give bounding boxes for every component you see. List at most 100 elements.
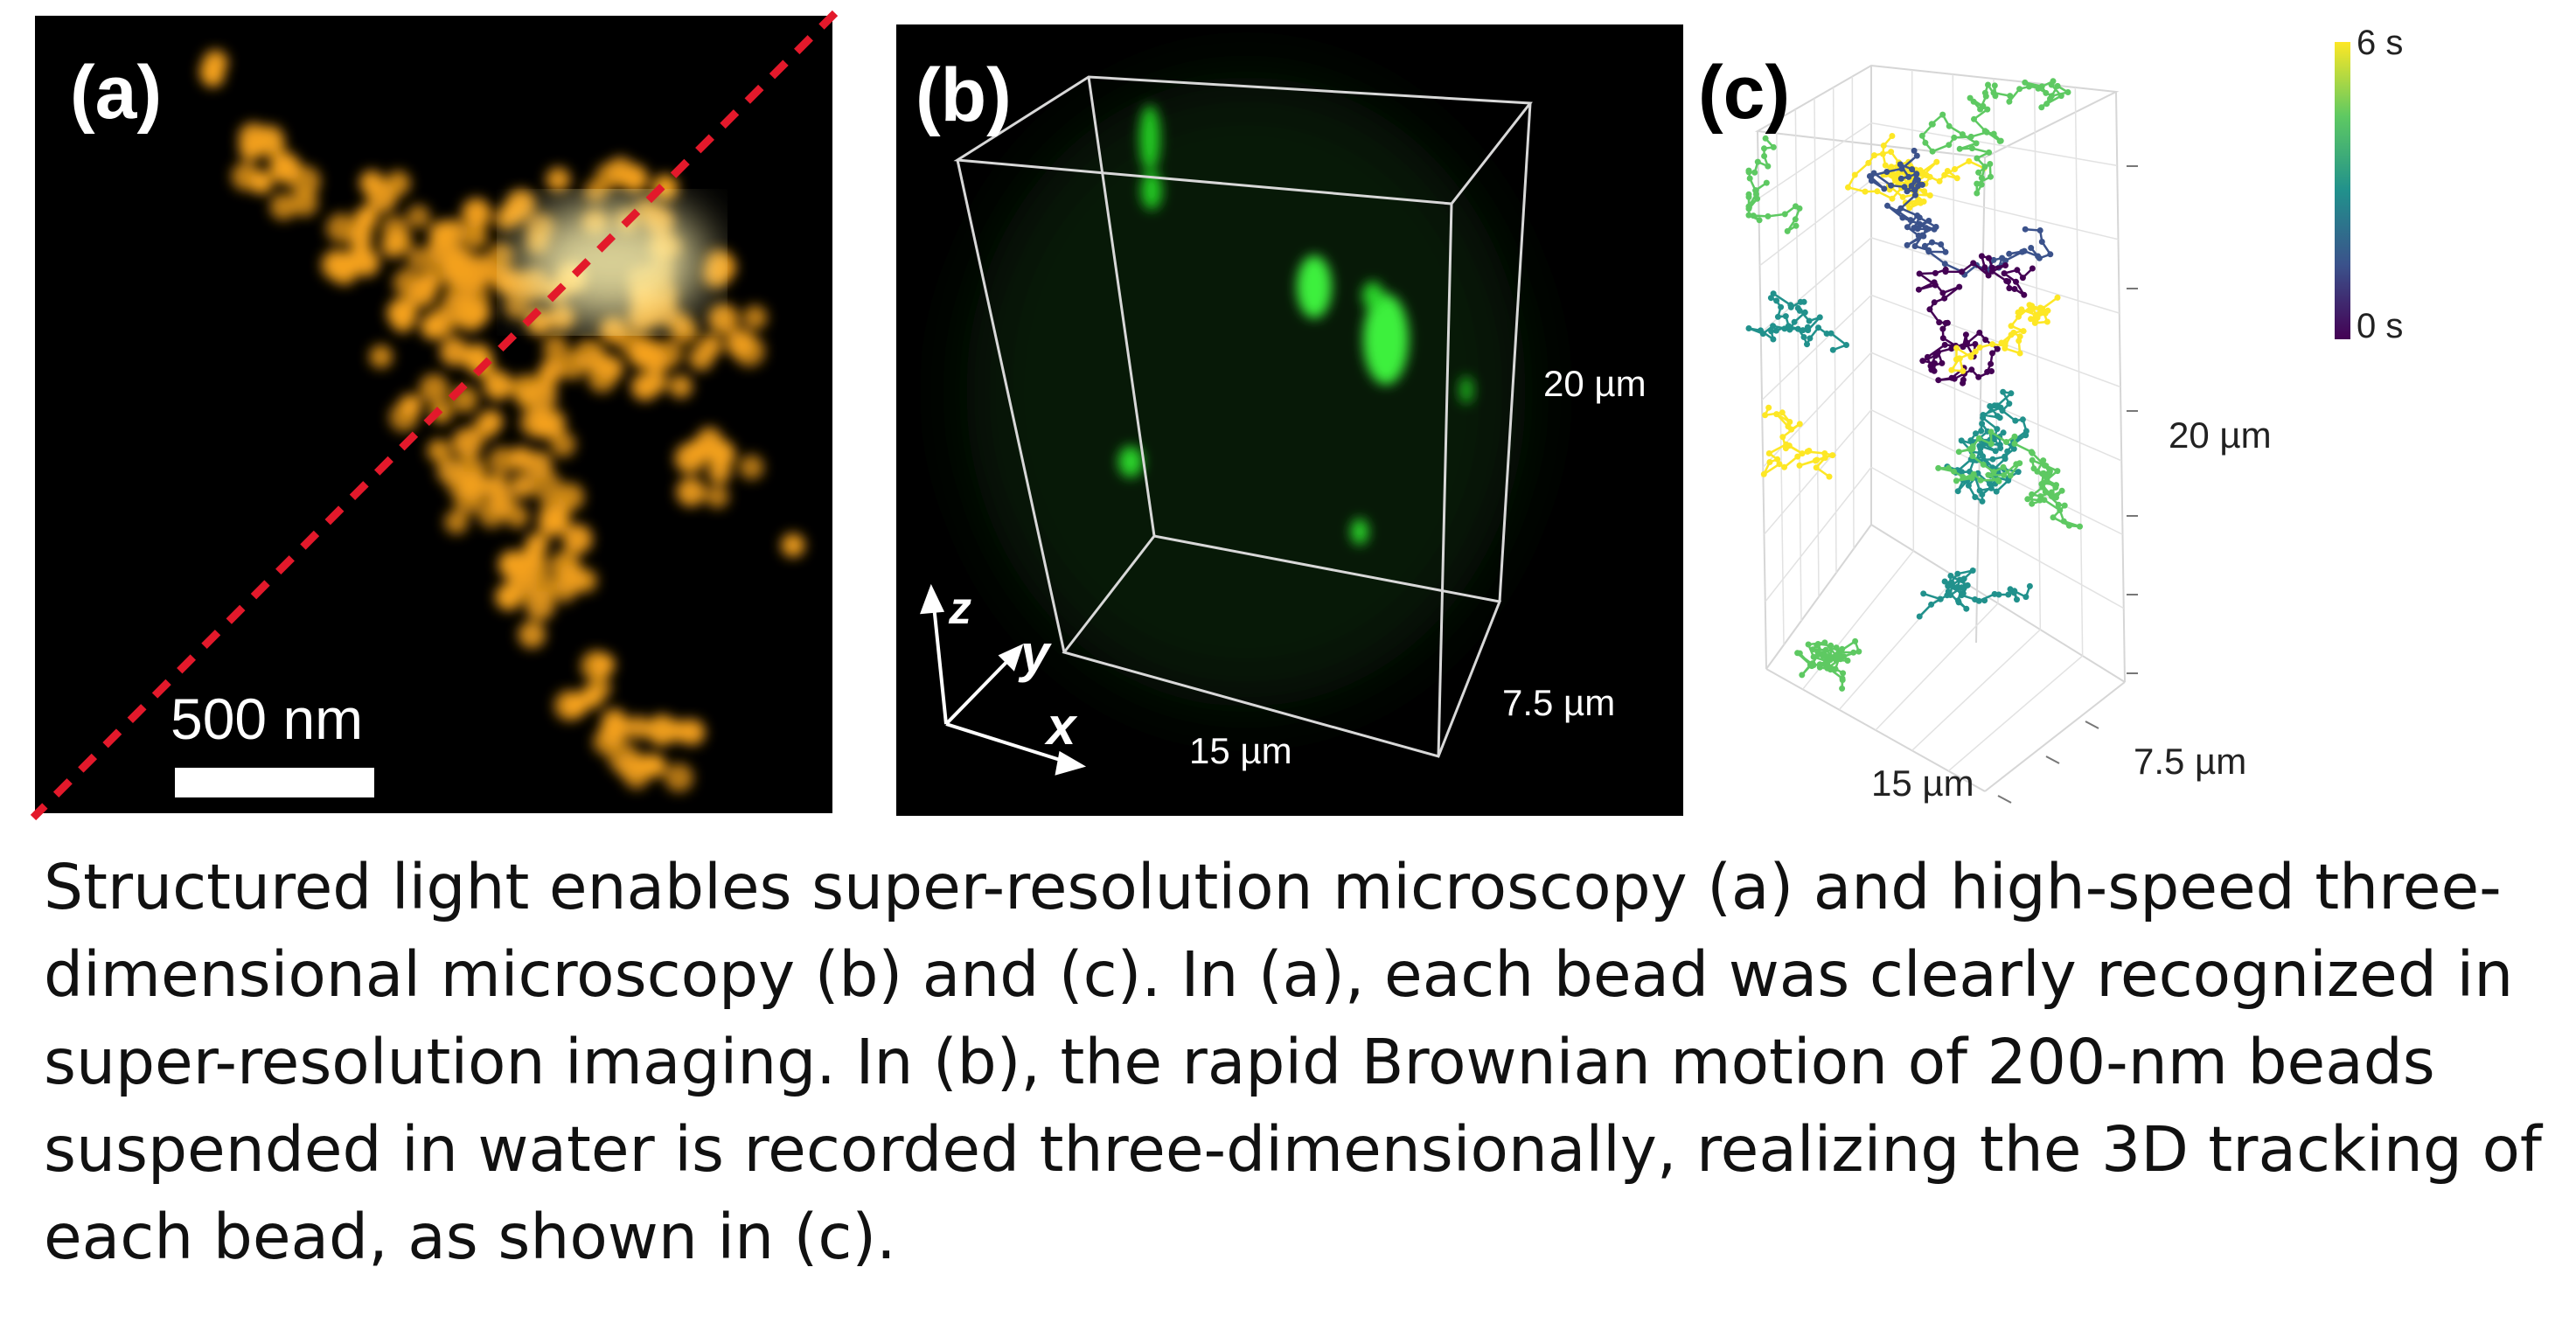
track-point [1932, 269, 1939, 276]
track-point [2016, 86, 2023, 93]
track-point [2000, 463, 2007, 470]
track-point [2047, 251, 2054, 258]
track-point [1989, 456, 1996, 463]
track-point [1840, 670, 1847, 677]
track-point [2023, 432, 2029, 439]
track-point [2034, 314, 2041, 321]
bead [556, 483, 585, 512]
track-point [1981, 128, 1988, 135]
track-point [1990, 130, 1997, 137]
track-point [2038, 83, 2045, 90]
track-point [2043, 101, 2050, 108]
track-point [1967, 94, 1974, 101]
track-point [1770, 290, 1777, 297]
track-point [1827, 657, 1834, 664]
track-point [1978, 175, 1985, 182]
track-point [1980, 453, 1987, 460]
track-point [1944, 168, 1951, 174]
track-point [1953, 477, 1960, 484]
axis-z-label: z [948, 583, 971, 634]
track-point [1932, 360, 1939, 366]
track-point [1799, 672, 1806, 679]
track-point [2024, 496, 2031, 503]
track-point [1770, 336, 1777, 343]
scale-bar [175, 768, 374, 797]
track-point [1978, 253, 1985, 260]
track-point [1969, 567, 1976, 574]
bead [495, 270, 520, 296]
track-point [1913, 176, 1920, 183]
track-point [1974, 155, 1981, 162]
track-point [1829, 452, 1836, 459]
bead [515, 385, 540, 409]
track-point [1953, 175, 1960, 182]
scale-bar-label: 500 nm [171, 686, 363, 751]
track-point [1931, 299, 1938, 306]
track-point [1921, 242, 1928, 249]
bead [509, 446, 533, 470]
track-point [1813, 464, 1820, 471]
track-point [1852, 637, 1859, 644]
bead [501, 199, 527, 226]
figure-caption: Structured light enables super-resolutio… [44, 851, 2542, 1273]
track-point [1973, 430, 1979, 437]
track-point [1975, 597, 1982, 604]
bead [389, 402, 419, 432]
track-point [1806, 448, 1813, 454]
track-point [1851, 171, 1858, 178]
track-point [1751, 169, 1758, 176]
track-point [1884, 202, 1890, 209]
axis-y-label: y [1018, 624, 1052, 683]
track-point [1939, 359, 1946, 366]
bead [742, 305, 768, 331]
track-point [1821, 450, 1828, 456]
track-point [2050, 514, 2057, 521]
bead [626, 715, 651, 740]
track-point [1986, 149, 1993, 156]
bead [518, 621, 546, 649]
track-point [1917, 220, 1923, 227]
track-point [1976, 330, 1983, 336]
bead [463, 225, 488, 249]
track-point [1909, 166, 1916, 173]
bead [546, 167, 571, 192]
track-point [1756, 217, 1763, 224]
track-point [2004, 448, 2011, 455]
track-point [1865, 159, 1872, 166]
track-point [1956, 355, 1963, 362]
track-point [1936, 178, 1943, 185]
track-point [2028, 245, 2035, 251]
track-point [1918, 132, 1925, 139]
track-point [1981, 164, 1988, 171]
track-point [1920, 233, 1927, 240]
bead [369, 345, 393, 369]
bead [427, 307, 457, 338]
bead [465, 254, 497, 285]
track-point [1941, 578, 1948, 585]
bead [674, 442, 706, 474]
track-point [1968, 145, 1975, 152]
track-point [2065, 522, 2072, 529]
track-point [1836, 653, 1843, 660]
track-point [2042, 489, 2049, 496]
track-point [1989, 350, 1995, 357]
track-point [1888, 149, 1895, 156]
track-point [2054, 294, 2061, 301]
diagonal-divider [30, 10, 839, 821]
track-point [1936, 319, 1943, 326]
dimension-y-label: 7.5 µm [1502, 682, 1615, 723]
track-point [1972, 341, 1979, 347]
bead [504, 292, 531, 319]
track-point [1778, 303, 1785, 310]
track-point [2007, 586, 2014, 593]
track-point [1981, 89, 1988, 96]
track-point [2029, 456, 2036, 463]
track-point [1772, 327, 1779, 334]
track-point [1941, 261, 1948, 268]
track-point [2005, 477, 2012, 484]
track-point [1951, 375, 1958, 382]
bead [443, 258, 474, 288]
track-point [1958, 268, 1965, 275]
track-point [2054, 468, 2061, 475]
bead [291, 190, 318, 217]
